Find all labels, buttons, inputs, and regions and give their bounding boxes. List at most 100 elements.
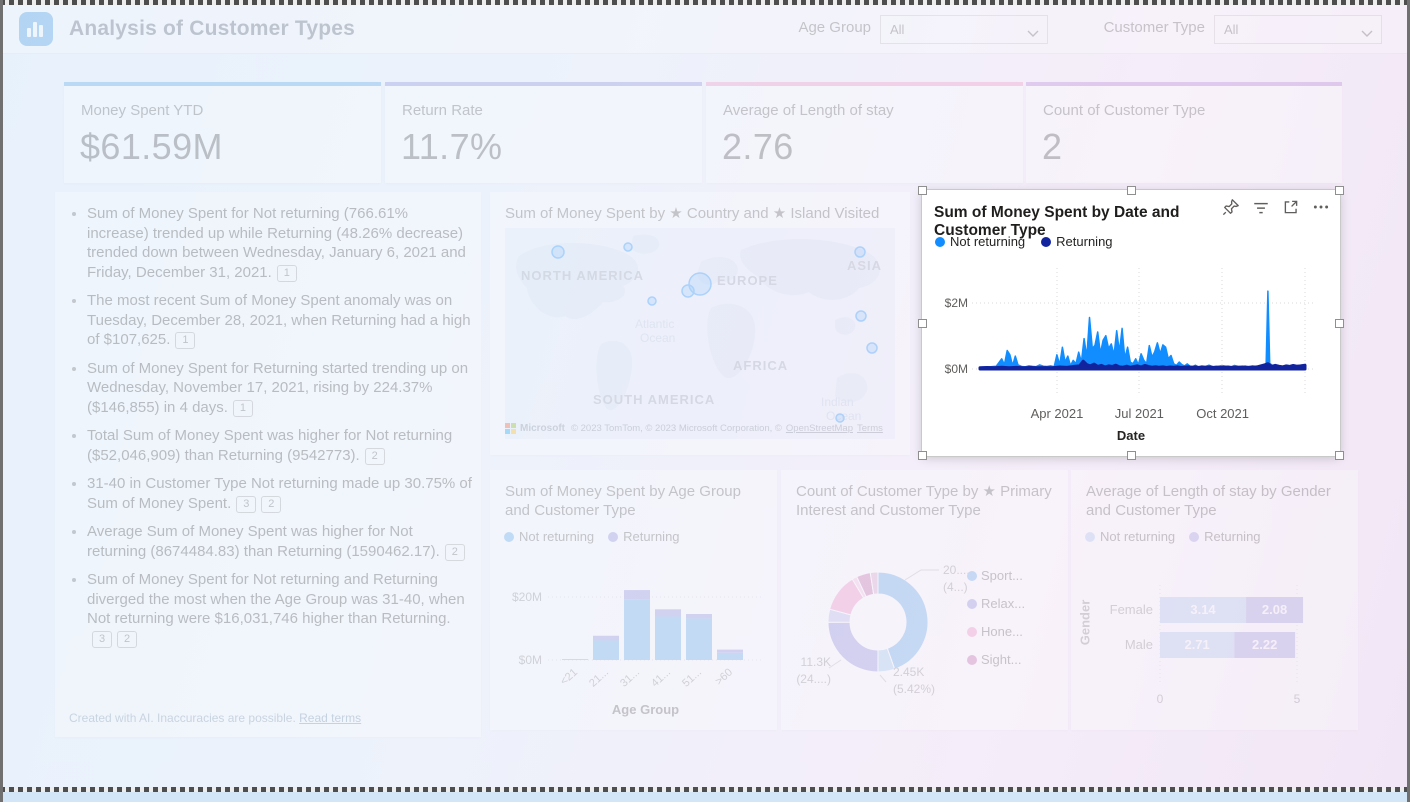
bar-chart-visual-age-group[interactable]: Sum of Money Spent by Age Group and Cust… (490, 470, 777, 730)
donut-chart-title: Count of Customer Type by ★ Primary Inte… (796, 483, 1052, 519)
narrative-bullet: Average Sum of Money Spent was higher fo… (87, 522, 473, 561)
narrative-reference-badge[interactable]: 2 (364, 447, 385, 465)
kpi-value: 2.76 (722, 126, 794, 167)
age-group-dropdown[interactable]: All (880, 15, 1048, 44)
kpi-title: Money Spent YTD (81, 102, 204, 119)
narrative-reference-badge[interactable]: 2 (117, 630, 137, 648)
world-map[interactable]: NORTH AMERICA EUROPE ASIA AFRICA SOUTH AMERI… (505, 228, 895, 439)
line-legend-item: Returning (1041, 234, 1113, 249)
svg-text:51...: 51... (680, 666, 704, 689)
page-boundary-top (0, 0, 1410, 5)
svg-text:Apr 2021: Apr 2021 (1031, 406, 1084, 421)
microsoft-logo-icon (505, 423, 516, 434)
svg-text:$2M: $2M (945, 296, 968, 310)
kpi-card-return-rate[interactable]: Return Rate 11.7% (385, 82, 702, 183)
narrative-reference-badge[interactable]: 2 (261, 495, 282, 513)
chevron-down-icon (1027, 25, 1039, 43)
gender-legend-item: Not returning (1085, 529, 1175, 544)
map-visual[interactable]: Sum of Money Spent by ★ Country and ★ Is… (490, 192, 910, 455)
resize-handle-middle-left[interactable] (918, 319, 927, 328)
narrative-bullet: Total Sum of Money Spent was higher for … (87, 426, 473, 465)
narrative-reference-badge[interactable]: 2 (444, 543, 465, 561)
resize-handle-bottom-middle[interactable] (1127, 451, 1136, 460)
window-edge-right (1407, 0, 1410, 802)
svg-text:EUROPE: EUROPE (717, 273, 778, 288)
donut-chart-visual-primary-interest[interactable]: Count of Customer Type by ★ Primary Inte… (781, 470, 1068, 730)
pin-icon[interactable] (1222, 198, 1240, 216)
customer-type-dropdown[interactable]: All (1214, 15, 1382, 44)
line-chart-x-axis-title: Date (1116, 428, 1146, 443)
svg-text:ASIA: ASIA (847, 258, 882, 273)
read-terms-link[interactable]: Read terms (299, 711, 362, 725)
kpi-value: 11.7% (401, 126, 503, 167)
narrative-reference-badge[interactable]: 1 (276, 264, 297, 282)
svg-text:(24....): (24....) (796, 672, 831, 686)
svg-text:$0M: $0M (945, 362, 968, 376)
narrative-reference-badge[interactable]: 1 (232, 399, 253, 417)
svg-text:2.71: 2.71 (1184, 637, 1209, 652)
svg-text:SOUTH AMERICA: SOUTH AMERICA (593, 392, 715, 407)
kpi-title: Count of Customer Type (1043, 102, 1206, 119)
svg-text:2.08: 2.08 (1262, 602, 1287, 617)
canvas-bottom-strip (0, 792, 1410, 802)
visual-header-toolbar (1222, 198, 1330, 216)
resize-handle-top-right[interactable] (1335, 186, 1344, 195)
bar-chart-title: Sum of Money Spent by Age Group and Cust… (505, 483, 741, 519)
svg-text:$0M: $0M (519, 653, 542, 667)
svg-text:Sport...: Sport... (981, 568, 1023, 583)
kpi-value: 2 (1042, 126, 1063, 167)
svg-text:Male: Male (1125, 637, 1153, 652)
svg-text:2.22: 2.22 (1252, 637, 1277, 652)
more-options-icon[interactable] (1312, 198, 1330, 216)
svg-text:>60: >60 (713, 666, 735, 687)
gender-chart-legend: Not returning Returning (1085, 529, 1358, 544)
map-terms-link[interactable]: Terms (857, 423, 883, 434)
line-chart-visual-selected[interactable]: Sum of Money Spent by Date and Customer … (918, 186, 1344, 460)
svg-text:(4...): (4...) (943, 580, 968, 594)
resize-handle-middle-right[interactable] (1335, 319, 1344, 328)
svg-text:AFRICA: AFRICA (733, 358, 788, 373)
ai-disclaimer-text: Created with AI. Inaccuracies are possib… (69, 711, 296, 725)
focus-mode-icon[interactable] (1282, 198, 1300, 216)
narrative-reference-badge[interactable]: 1 (175, 332, 196, 349)
narrative-bullet: The most recent Sum of Money Spent anoma… (87, 291, 473, 350)
bar-chart-x-axis-title: Age Group (611, 702, 680, 717)
svg-text:Relax...: Relax... (981, 596, 1025, 611)
svg-text:21...: 21... (587, 666, 611, 689)
report-header: Analysis of Customer Types Age Group All… (3, 5, 1407, 54)
legend-dot-icon (1085, 532, 1095, 542)
svg-text:Sight...: Sight... (981, 652, 1021, 667)
svg-text:Female: Female (1110, 602, 1153, 617)
svg-text:(5.42%): (5.42%) (893, 682, 935, 696)
age-group-slicer-label: Age Group (798, 19, 871, 36)
narrative-footer: Created with AI. Inaccuracies are possib… (69, 711, 361, 725)
resize-handle-top-middle[interactable] (1127, 186, 1136, 195)
openstreetmap-link[interactable]: OpenStreetMap (785, 423, 853, 434)
svg-text:3.14: 3.14 (1190, 602, 1216, 617)
filter-icon[interactable] (1252, 198, 1270, 216)
narrative-reference-badge[interactable]: 3 (236, 495, 257, 513)
svg-text:NORTH AMERICA: NORTH AMERICA (521, 268, 644, 283)
narrative-reference-badge[interactable]: 3 (92, 630, 112, 648)
resize-handle-bottom-left[interactable] (918, 451, 927, 460)
svg-text:5: 5 (1294, 692, 1301, 706)
narrative-bullet-list: Sum of Money Spent for Not returning (76… (67, 204, 473, 648)
narrative-bullet: 31-40 in Customer Type Not returning mad… (87, 474, 473, 513)
gender-legend-item: Returning (1189, 529, 1261, 544)
svg-text:Oct 2021: Oct 2021 (1196, 406, 1249, 421)
resize-handle-bottom-right[interactable] (1335, 451, 1344, 460)
legend-dot-icon (608, 532, 619, 542)
kpi-card-count-customer-type[interactable]: Count of Customer Type 2 (1026, 82, 1342, 183)
bar-chart-visual-gender[interactable]: Average of Length of stay by Gender and … (1071, 470, 1358, 730)
svg-text:IndianOcean: IndianOcean (821, 395, 861, 423)
svg-text:31...: 31... (618, 666, 642, 689)
kpi-card-money-spent-ytd[interactable]: Money Spent YTD $61.59M (64, 82, 381, 183)
kpi-card-avg-length-of-stay[interactable]: Average of Length of stay 2.76 (706, 82, 1023, 183)
smart-narrative-visual[interactable]: Sum of Money Spent for Not returning (76… (55, 192, 481, 737)
svg-text:Jul 2021: Jul 2021 (1115, 406, 1164, 421)
map-attribution: Microsoft © 2023 TomTom, © 2023 Microsof… (505, 423, 895, 434)
world-map-svg: NORTH AMERICA EUROPE ASIA AFRICA SOUTH AMERI… (505, 228, 895, 439)
resize-handle-top-left[interactable] (918, 186, 927, 195)
